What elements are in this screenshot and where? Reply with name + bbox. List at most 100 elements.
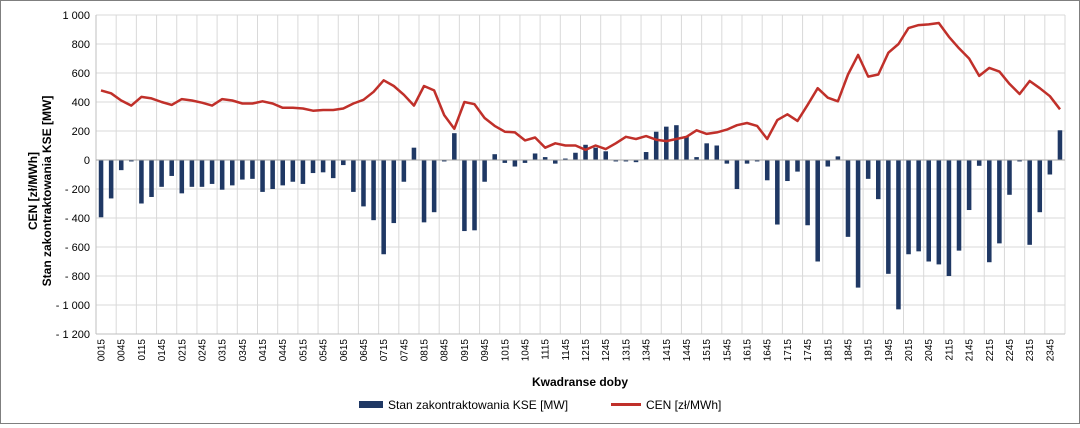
y-tick-label: - 1 200 bbox=[56, 329, 90, 341]
line-series bbox=[100, 21, 1061, 152]
bar bbox=[341, 160, 346, 166]
x-axis-title: Kwadranse doby bbox=[532, 375, 628, 389]
bar bbox=[240, 160, 245, 180]
y-tick-label: - 400 bbox=[65, 213, 90, 225]
bar bbox=[583, 144, 588, 160]
bar bbox=[522, 160, 528, 163]
x-tick-label: 2015 bbox=[904, 339, 915, 362]
bar bbox=[1017, 160, 1022, 162]
bar bbox=[966, 160, 972, 211]
bar bbox=[1027, 160, 1032, 245]
bar bbox=[613, 160, 619, 162]
y-tick-label: - 200 bbox=[65, 184, 90, 196]
x-tick-label: 1645 bbox=[763, 339, 774, 362]
x-tick-label: 1345 bbox=[642, 339, 653, 362]
bar bbox=[139, 160, 144, 204]
y-tick-label: 1 000 bbox=[62, 10, 90, 22]
x-tick-label: 0515 bbox=[298, 339, 309, 362]
x-tick-label: 0315 bbox=[218, 339, 229, 362]
x-tick-label: 0545 bbox=[319, 339, 330, 362]
x-tick-label: 2345 bbox=[1045, 339, 1056, 362]
x-tick-label: 1745 bbox=[803, 339, 814, 362]
x-tick-label: 1245 bbox=[601, 339, 612, 362]
x-tick-label: 0615 bbox=[339, 339, 350, 362]
bar bbox=[633, 160, 639, 163]
bar bbox=[310, 160, 316, 174]
y-tick-label: - 600 bbox=[65, 242, 90, 254]
x-tick-label: 2045 bbox=[924, 339, 935, 362]
bar bbox=[532, 153, 538, 160]
bar bbox=[270, 160, 275, 189]
y-tick-label: 400 bbox=[72, 97, 90, 109]
x-tick-label: 0815 bbox=[420, 339, 431, 362]
y-tick-label: 0 bbox=[84, 155, 90, 167]
bar bbox=[704, 143, 709, 160]
bar bbox=[926, 160, 932, 262]
x-tick-label: 0115 bbox=[137, 339, 148, 361]
bar bbox=[764, 160, 770, 181]
bar bbox=[956, 160, 962, 251]
bar bbox=[603, 151, 609, 160]
y-axis-title-line-1: CEN [zł/MWh] bbox=[26, 152, 40, 230]
bar bbox=[472, 160, 477, 231]
bar bbox=[754, 160, 760, 162]
bar bbox=[411, 147, 417, 160]
bar bbox=[189, 160, 195, 187]
bar bbox=[674, 125, 679, 160]
bar bbox=[795, 160, 800, 172]
legend-line-label: CEN [zł/MWh] bbox=[646, 398, 721, 412]
bar bbox=[351, 160, 356, 192]
x-tick-label: 0645 bbox=[359, 339, 370, 362]
bar bbox=[300, 160, 306, 184]
bar-series bbox=[96, 125, 1065, 310]
x-tick-label: 0045 bbox=[117, 339, 128, 362]
bar bbox=[664, 126, 669, 160]
bar bbox=[997, 160, 1002, 244]
bar bbox=[1037, 160, 1043, 213]
y-tick-label: 200 bbox=[72, 126, 90, 138]
bar bbox=[179, 160, 185, 194]
bar bbox=[421, 160, 427, 223]
bar bbox=[946, 160, 952, 276]
bar bbox=[280, 160, 286, 186]
legend-bar-swatch bbox=[359, 401, 383, 408]
bar bbox=[290, 160, 296, 182]
x-tick-label: 0215 bbox=[177, 339, 188, 362]
bar bbox=[886, 160, 891, 274]
x-tick-label: 0715 bbox=[379, 339, 390, 362]
bar bbox=[865, 160, 871, 179]
x-tick-label: 1715 bbox=[783, 339, 794, 362]
y-axis-ticks: 1 000 800 600 400 200 0 - 200 - 400 - 600 - 800 - … bbox=[56, 10, 90, 341]
x-tick-label: 2245 bbox=[1005, 339, 1016, 362]
bar bbox=[1047, 160, 1053, 175]
bar bbox=[835, 156, 841, 160]
bar bbox=[875, 160, 881, 200]
bar bbox=[391, 160, 397, 224]
bar bbox=[149, 160, 154, 197]
x-tick-label: 0415 bbox=[258, 339, 269, 362]
bar bbox=[482, 160, 487, 182]
bar bbox=[714, 145, 720, 160]
x-tick-label: 1045 bbox=[521, 339, 532, 362]
bar bbox=[452, 133, 457, 160]
bar bbox=[512, 160, 518, 167]
bar bbox=[108, 160, 114, 199]
x-tick-label: 1915 bbox=[864, 339, 875, 362]
bar bbox=[643, 152, 649, 160]
bar bbox=[209, 160, 215, 184]
bar bbox=[896, 160, 901, 310]
x-tick-label: 0145 bbox=[157, 339, 168, 362]
x-tick-label: 0745 bbox=[399, 339, 410, 362]
bar bbox=[987, 160, 992, 263]
bar bbox=[118, 160, 124, 171]
x-tick-label: 2145 bbox=[965, 339, 976, 362]
x-tick-label: 1545 bbox=[722, 339, 733, 362]
y-tick-label: - 1 000 bbox=[56, 300, 90, 312]
x-tick-label: 1945 bbox=[884, 339, 895, 362]
x-tick-label: 1445 bbox=[682, 339, 693, 362]
y-axis-title: CEN [zł/MWh] Stan zakontraktowania KSE [… bbox=[26, 96, 54, 287]
bar bbox=[724, 160, 730, 164]
bar bbox=[684, 136, 689, 160]
